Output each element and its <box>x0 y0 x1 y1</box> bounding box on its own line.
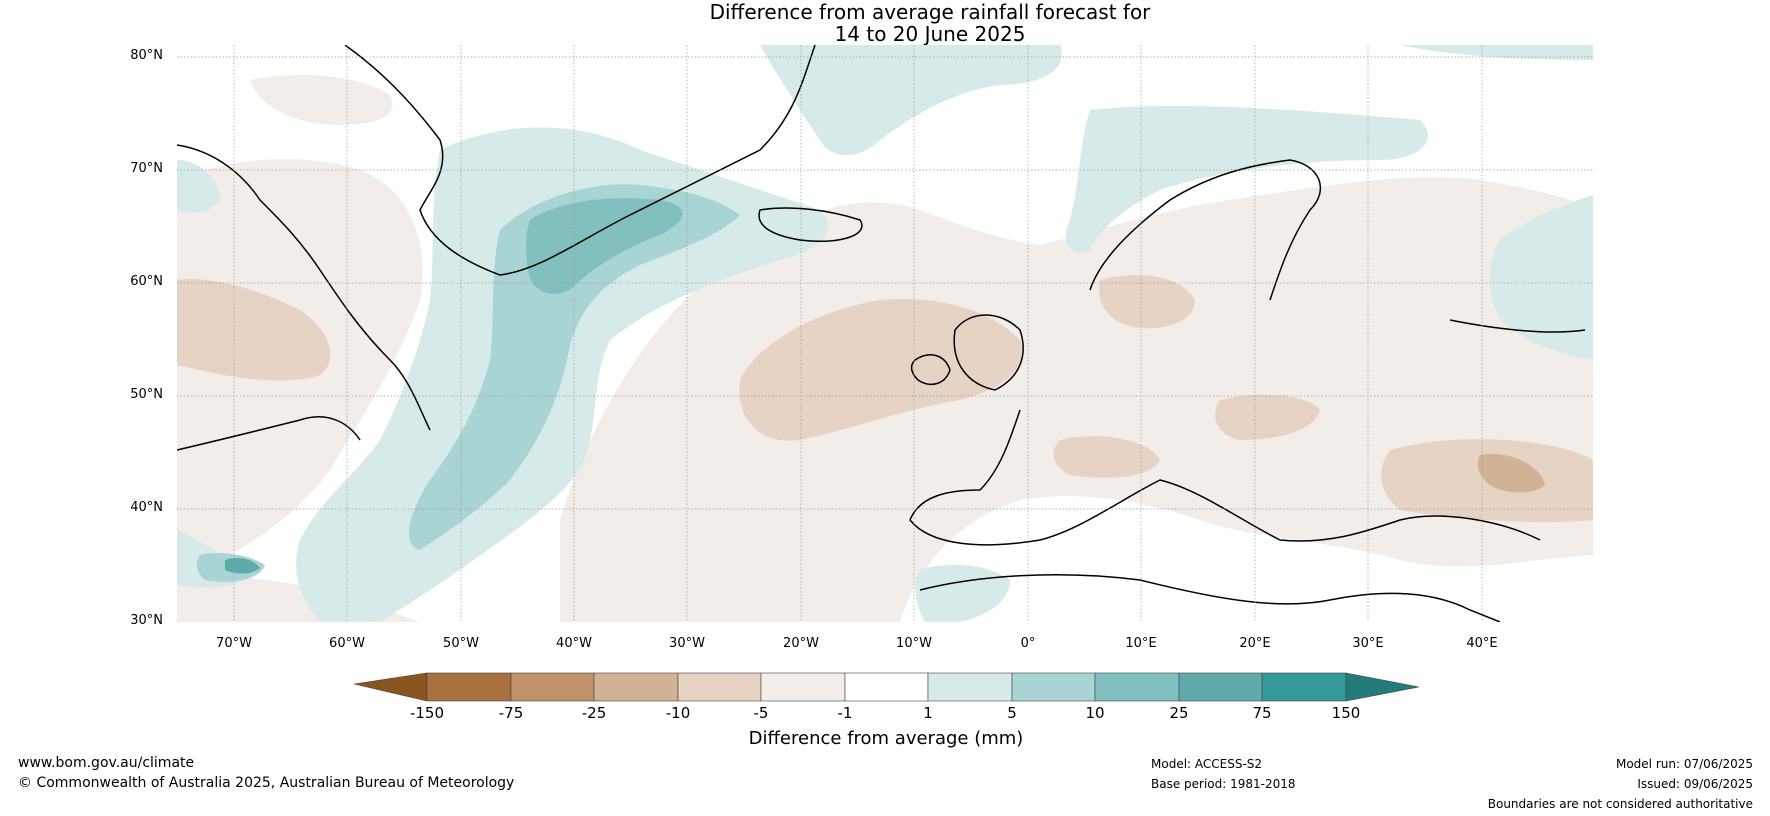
footer-website: www.bom.gov.au/climate <box>18 755 195 771</box>
colorbar <box>353 672 1420 702</box>
footer-disclaimer: Boundaries are not considered authoritat… <box>1487 797 1753 811</box>
colorbar-swatch-10-5 <box>677 672 762 702</box>
colorbar-swatch-1-1 <box>844 672 929 702</box>
lat-label-30n: 30°N <box>130 613 163 628</box>
chart-title-line1: Difference from average rainfall forecas… <box>709 0 1151 24</box>
chart-title-line2: 14 to 20 June 2025 <box>834 22 1026 46</box>
graticule <box>177 45 1593 622</box>
lon-label-20e: 20°E <box>1239 636 1271 651</box>
coastline-scandinavia <box>1089 159 1321 301</box>
anomaly-wet-light-baffin <box>177 160 220 213</box>
footer-model-run: Model run: 07/06/2025 <box>1615 757 1753 771</box>
colorbar-swatch-75-25 <box>510 672 595 702</box>
anomaly-wet-light-greenland-sea <box>760 45 1062 155</box>
coastline-ireland <box>910 354 951 386</box>
colorbar-swatch-150-75 <box>426 672 512 702</box>
lon-label-30e: 30°E <box>1352 636 1384 651</box>
colorbar-swatch-above-150 <box>1345 672 1420 702</box>
anomaly-dry-strong-caucasus <box>1477 454 1545 493</box>
lon-label-70w: 70°W <box>216 636 252 651</box>
lon-label-40e: 40°E <box>1466 636 1498 651</box>
colorbar-tick-label: 10 <box>1085 704 1105 722</box>
colorbar-tick-label: 5 <box>1007 704 1017 722</box>
colorbar-tick-label: -150 <box>409 704 445 722</box>
colorbar-tick-label: -25 <box>581 704 607 722</box>
colorbar-swatch-5-10 <box>1011 672 1096 702</box>
coastline-caspian <box>1449 319 1586 333</box>
colorbar-tick-label: -10 <box>665 704 691 722</box>
colorbar-swatch-10-25 <box>1094 672 1180 702</box>
colorbar-tick-label: 75 <box>1252 704 1272 722</box>
colorbar-tick-label: 1 <box>923 704 933 722</box>
coastline-iceland <box>758 207 863 243</box>
colorbar-title: Difference from average (mm) <box>748 728 1024 749</box>
colorbar-swatch-1-5 <box>927 672 1013 702</box>
footer-copyright: © Commonwealth of Australia 2025, Austra… <box>18 775 515 791</box>
coastline-britain <box>953 314 1024 391</box>
lat-label-60n: 60°N <box>130 274 163 289</box>
lat-label-80n: 80°N <box>130 48 163 63</box>
colorbar-tick-label: -5 <box>753 704 769 722</box>
footer-base-period: Base period: 1981-2018 <box>1151 777 1296 791</box>
colorbar-swatch-5-1 <box>760 672 846 702</box>
anomaly-wet-strong-denmark-strait <box>525 198 683 294</box>
lon-label-40w: 40°W <box>556 636 592 651</box>
anomaly-wet-light-barents <box>1400 45 1593 60</box>
lat-label-40n: 40°N <box>130 500 163 515</box>
anomaly-dry-medium-north-atlantic <box>739 299 1022 441</box>
colorbar-tick-label: 25 <box>1169 704 1189 722</box>
lon-label-10e: 10°E <box>1125 636 1157 651</box>
anomaly-dry-medium-labrador <box>177 279 331 381</box>
coastline-north-africa <box>919 574 1501 622</box>
anomaly-dry-light-arctic-canada <box>250 75 393 125</box>
colorbar-swatch-25-10 <box>593 672 679 702</box>
lon-label-10w: 10°W <box>896 636 932 651</box>
anomaly-wet-light-ural <box>1489 195 1593 360</box>
lon-label-60w: 60°W <box>329 636 365 651</box>
coastline-greenland <box>344 45 816 276</box>
colorbar-tick-label: -75 <box>498 704 524 722</box>
anomaly-fields <box>177 45 1593 622</box>
coastline-canada <box>177 144 431 431</box>
anomaly-wet-strong-bermuda <box>225 557 260 574</box>
coastlines <box>177 45 1586 622</box>
anomaly-wet-light-norwegian-sea <box>1066 105 1428 253</box>
colorbar-swatch-75-150 <box>1261 672 1347 702</box>
anomaly-wet-medium-east-greenland <box>409 184 740 550</box>
footer-issued: Issued: 09/06/2025 <box>1637 777 1753 791</box>
colorbar-tick-label: -1 <box>837 704 853 722</box>
lon-label-20w: 20°W <box>783 636 819 651</box>
lon-label-30w: 30°W <box>669 636 705 651</box>
anomaly-dry-medium-scandinavia <box>1099 275 1195 329</box>
lat-label-50n: 50°N <box>130 387 163 402</box>
colorbar-tick-label: 150 <box>1331 704 1361 722</box>
coastline-us-east <box>177 416 361 451</box>
lat-label-70n: 70°N <box>130 161 163 176</box>
coastline-europe-south <box>909 409 1541 546</box>
anomaly-dry-medium-central-europe <box>1215 394 1320 440</box>
colorbar-swatch-below-150 <box>353 672 428 702</box>
lon-label-0: 0° <box>1020 636 1036 651</box>
anomaly-dry-light-europe <box>560 177 1593 622</box>
anomaly-dry-medium-alps <box>1053 436 1160 478</box>
colorbar-swatch-25-75 <box>1178 672 1263 702</box>
lon-label-50w: 50°W <box>443 636 479 651</box>
footer-model: Model: ACCESS-S2 <box>1151 757 1263 771</box>
